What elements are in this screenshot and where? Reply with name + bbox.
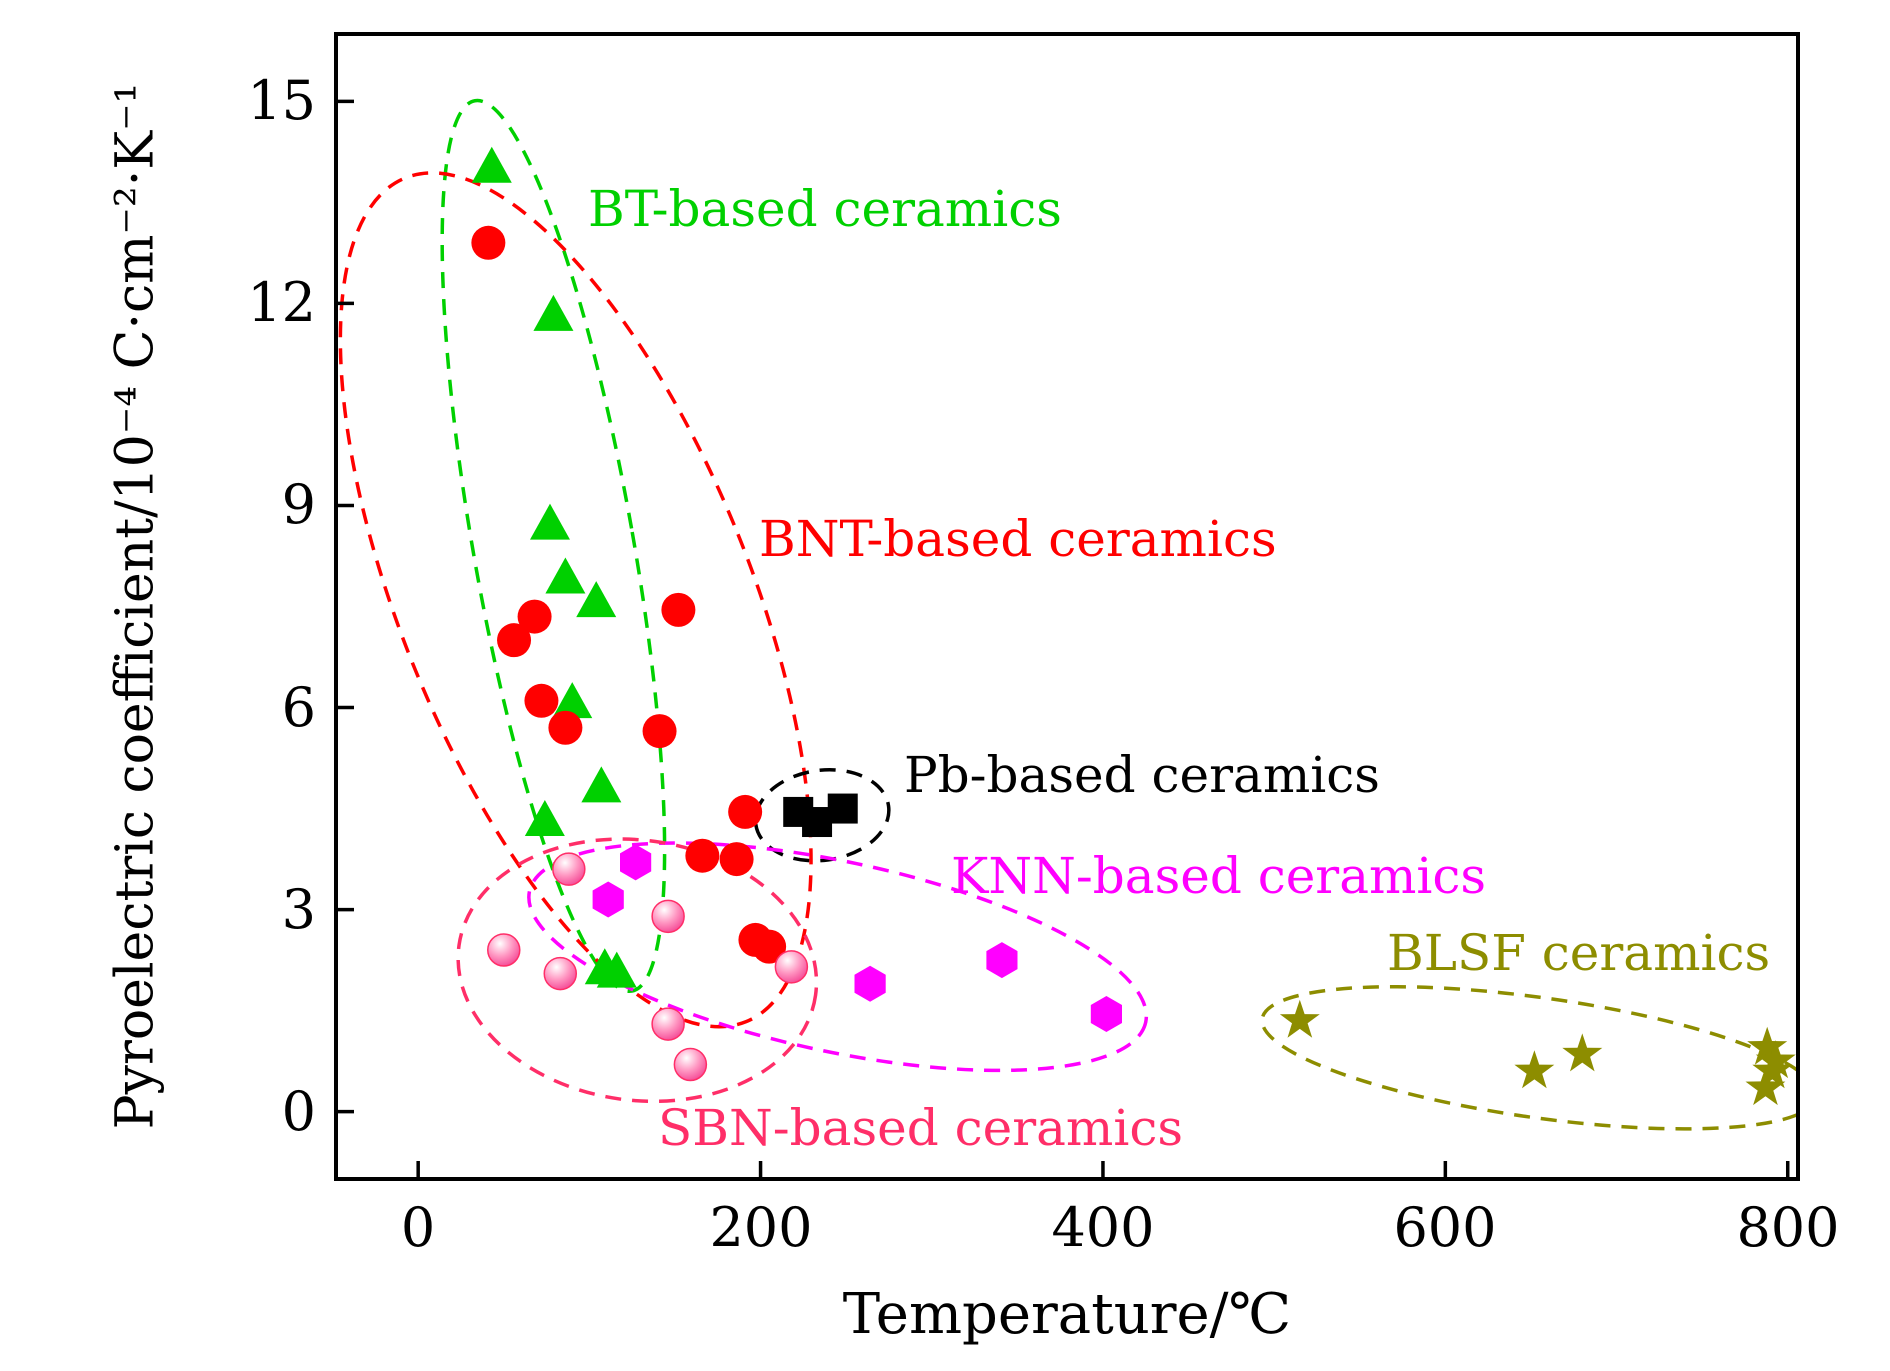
- marker-star: [1279, 999, 1320, 1038]
- marker-circle: [524, 683, 559, 718]
- series-bnt-based-ceramics: [471, 225, 787, 964]
- marker-sphere: [651, 899, 685, 934]
- series-sbn-based-ceramics: [487, 852, 809, 1082]
- marker-star: [1745, 1067, 1786, 1106]
- marker-star: [1562, 1033, 1603, 1072]
- marker-circle: [752, 929, 787, 964]
- marker-circle: [517, 599, 552, 634]
- marker-sphere: [552, 852, 586, 886]
- marker-star: [1752, 1050, 1793, 1089]
- y-axis-title: Pyroelectric coefficient/10⁻⁴ C·cm⁻²·K⁻¹: [105, 82, 166, 1130]
- marker-sphere: [673, 1047, 708, 1082]
- marker-star: [1755, 1040, 1796, 1079]
- marker-hexagon: [854, 965, 886, 1002]
- marker-sphere: [543, 956, 578, 991]
- y-tick-label-0: 0: [281, 1080, 316, 1143]
- marker-triangle: [529, 503, 570, 540]
- marker-star: [1514, 1050, 1555, 1089]
- marker-hexagon: [986, 942, 1018, 979]
- marker-triangle: [545, 557, 586, 594]
- x-axis-title: Temperature/℃: [842, 1282, 1292, 1347]
- marker-circle: [548, 710, 583, 745]
- x-tick-label-400: 400: [1051, 1196, 1155, 1259]
- annotation-bnt-based-ceramics: BNT-based ceramics: [759, 510, 1277, 568]
- x-tick-label-200: 200: [709, 1196, 813, 1259]
- ellipse-KNN: [527, 841, 1149, 1073]
- ellipse-BLSF: [1260, 984, 1798, 1131]
- marker-triangle: [471, 146, 512, 183]
- marker-circle: [497, 623, 532, 658]
- annotation-sbn-based-ceramics: SBN-based ceramics: [658, 1099, 1183, 1157]
- marker-triangle: [533, 294, 574, 331]
- annotation-pb-based-ceramics: Pb-based ceramics: [904, 746, 1380, 804]
- ellipse-SBN: [456, 837, 819, 1104]
- annotation-blsf-ceramics: BLSF ceramics: [1387, 924, 1771, 982]
- marker-hexagon: [620, 844, 652, 881]
- marker-triangle: [581, 766, 622, 803]
- marker-triangle: [524, 800, 565, 837]
- marker-circle: [685, 838, 720, 873]
- annotation-knn-based-ceramics: KNN-based ceramics: [951, 847, 1487, 905]
- y-tick-label-15: 15: [247, 69, 316, 132]
- marker-square: [827, 793, 858, 824]
- x-tick-label-600: 600: [1393, 1196, 1497, 1259]
- y-tick-label-9: 9: [281, 473, 316, 536]
- marker-triangle: [576, 581, 617, 618]
- marker-hexagon: [592, 881, 624, 918]
- marker-star: [1747, 1026, 1788, 1065]
- y-tick-label-12: 12: [247, 271, 316, 334]
- marker-square: [802, 807, 833, 838]
- y-tick-label-3: 3: [281, 878, 316, 941]
- marker-sphere: [651, 1007, 685, 1041]
- series-bt-based-ceramics: [471, 146, 637, 988]
- marker-circle: [719, 842, 754, 877]
- marker-triangle: [596, 951, 637, 988]
- series-knn-based-ceramics: [592, 844, 1122, 1032]
- series-blsf-ceramics: [1279, 999, 1796, 1106]
- ellipse-BNT: [338, 171, 813, 1029]
- marker-hexagon: [1090, 996, 1122, 1032]
- x-tick-label-0: 0: [400, 1196, 436, 1259]
- marker-circle: [728, 794, 763, 829]
- marker-triangle: [552, 682, 593, 719]
- series-pb-based-ceramics: [783, 793, 858, 838]
- marker-circle: [661, 592, 696, 627]
- annotation-bt-based-ceramics: BT-based ceramics: [588, 180, 1062, 238]
- marker-circle: [642, 714, 677, 749]
- axis-ticks: [336, 99, 1790, 1179]
- marker-sphere: [774, 950, 809, 984]
- plot-frame: [334, 32, 1800, 1181]
- marker-sphere: [487, 933, 521, 967]
- x-tick-label-800: 800: [1736, 1196, 1840, 1259]
- marker-circle: [471, 225, 506, 260]
- y-tick-label-6: 6: [281, 676, 316, 739]
